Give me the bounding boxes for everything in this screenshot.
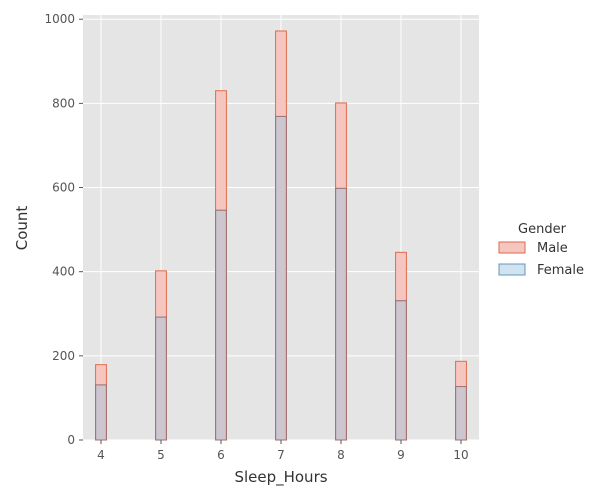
y-tick-label: 0 <box>67 433 75 447</box>
y-tick-label: 200 <box>52 349 75 363</box>
y-axis-label: Count <box>13 206 31 251</box>
y-tick-label: 800 <box>52 96 75 110</box>
y-tick-label: 600 <box>52 181 75 195</box>
bar-female <box>455 386 467 441</box>
x-tick-label: 4 <box>97 448 105 462</box>
x-tick-layer: 4 5 6 7 8 9 10 <box>97 440 469 462</box>
x-tick-label: 10 <box>453 448 468 462</box>
legend-label-male: Male <box>537 241 568 256</box>
x-tick-label: 7 <box>277 448 285 462</box>
bar-female <box>215 209 227 441</box>
x-axis-label: Sleep_Hours <box>234 468 327 487</box>
y-tick-label: 400 <box>52 265 75 279</box>
y-tick-label: 1000 <box>44 12 75 26</box>
legend-swatch-female <box>498 263 526 276</box>
legend: Gender Male Female <box>498 222 584 278</box>
x-tick-label: 8 <box>337 448 345 462</box>
bar-female <box>95 384 107 441</box>
bar-female <box>395 300 407 441</box>
x-tick-label: 5 <box>157 448 165 462</box>
y-tick-layer: 0 200 400 600 800 1000 <box>44 12 83 447</box>
bar-female <box>275 115 287 441</box>
legend-label-female: Female <box>537 263 584 278</box>
bars-layer <box>95 30 467 441</box>
bar-female <box>155 316 167 441</box>
x-tick-label: 6 <box>217 448 225 462</box>
bar-female <box>335 187 347 441</box>
x-tick-label: 9 <box>397 448 405 462</box>
legend-swatch-male <box>498 241 526 254</box>
legend-title: Gender <box>518 222 567 237</box>
